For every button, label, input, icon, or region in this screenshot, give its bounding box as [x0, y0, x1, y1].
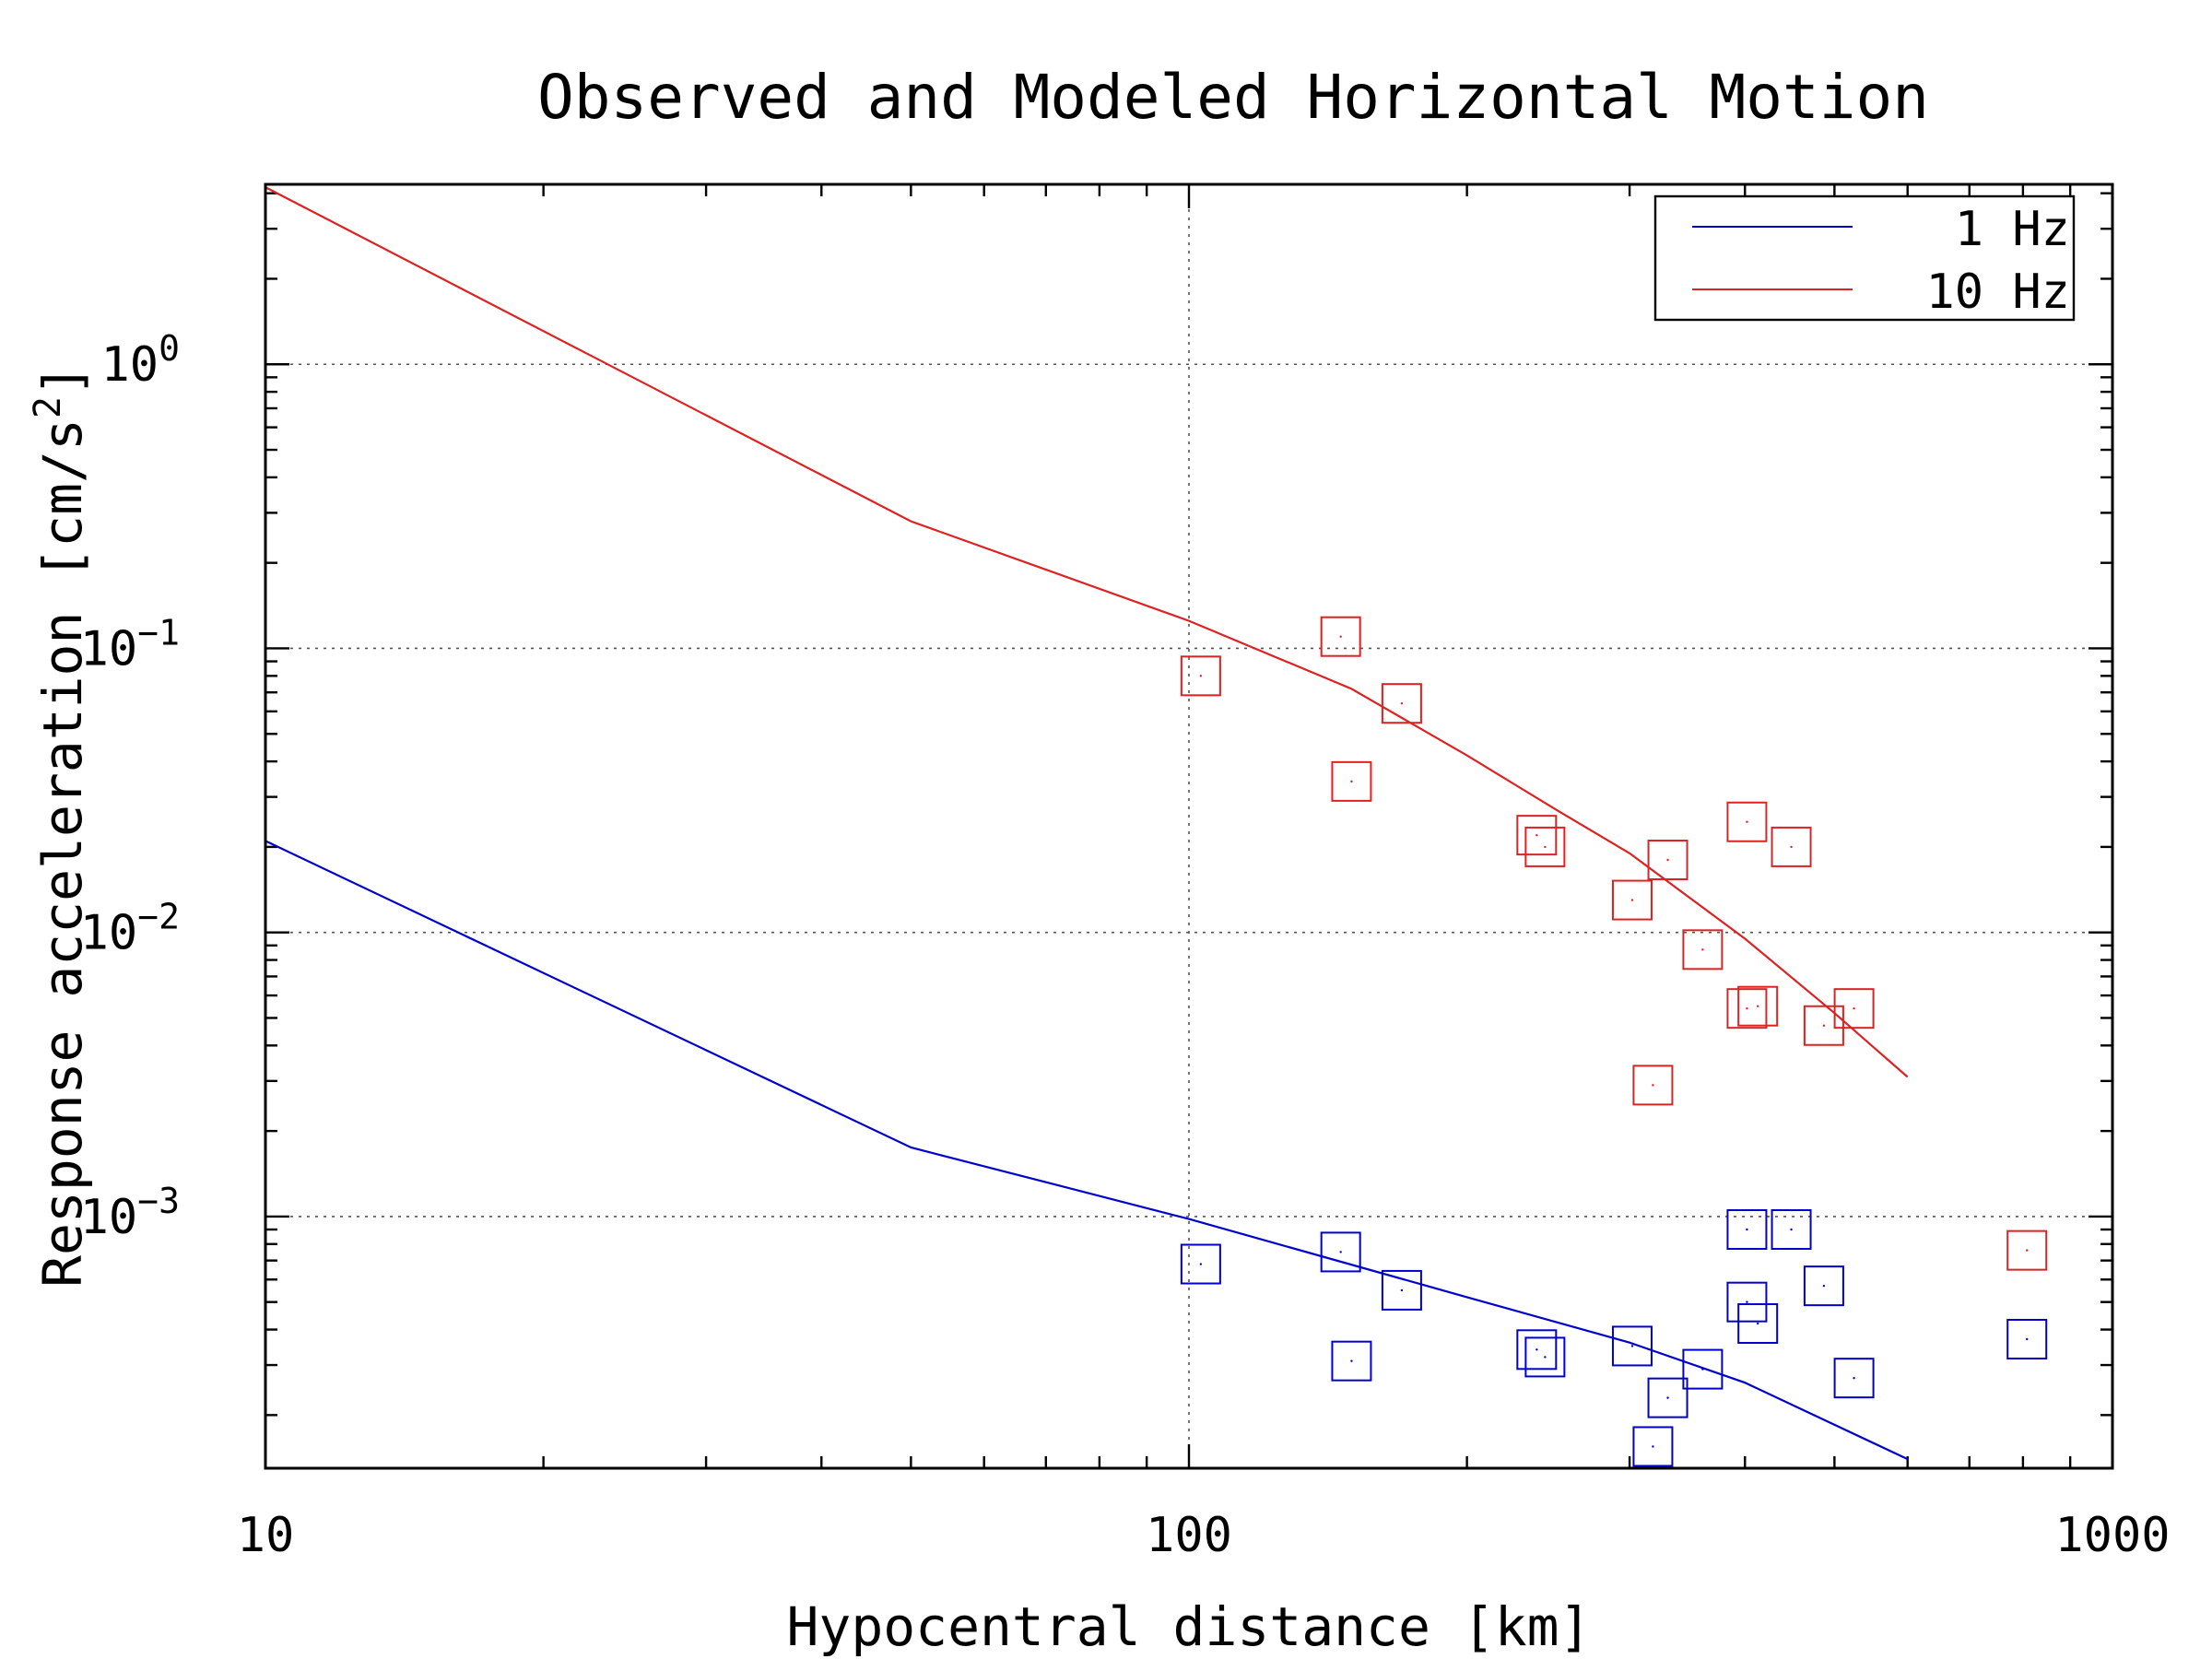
observed-point-dot-1hz — [1199, 1263, 1203, 1265]
observed-point-1hz — [1381, 1269, 1422, 1311]
observed-point-dot-10hz — [1746, 1006, 1748, 1010]
observed-point-dot-10hz — [1630, 899, 1634, 901]
observed-point-10hz — [1726, 988, 1768, 1030]
observed-point-1hz — [1803, 1265, 1844, 1307]
observed-point-10hz — [1320, 616, 1361, 657]
observed-point-dot-1hz — [1822, 1284, 1826, 1288]
observed-point-dot-1hz — [1652, 1445, 1654, 1448]
observed-point-1hz — [1833, 1358, 1875, 1399]
x-tick-label: 10 — [237, 1508, 295, 1563]
x-tick-label: 100 — [1146, 1508, 1232, 1563]
observed-point-1hz — [1524, 1336, 1566, 1378]
observed-point-dot-1hz — [1400, 1288, 1404, 1292]
observed-point-1hz — [1331, 1340, 1372, 1382]
observed-point-1hz — [1632, 1426, 1674, 1467]
observed-point-dot-10hz — [1339, 635, 1342, 638]
observed-point-10hz — [1771, 826, 1812, 867]
observed-point-dot-10hz — [1756, 1005, 1759, 1007]
observed-point-dot-1hz — [1790, 1228, 1793, 1231]
observed-point-dot-1hz — [1630, 1345, 1634, 1347]
observed-point-10hz — [1524, 826, 1566, 867]
y-axis-label: Response acceleration [cm/s2] — [27, 364, 94, 1288]
observed-point-1hz — [1737, 1303, 1779, 1345]
observed-point-10hz — [1682, 929, 1724, 971]
observed-point-dot-10hz — [1535, 833, 1538, 837]
observed-point-dot-1hz — [1746, 1228, 1748, 1231]
observed-point-10hz — [1726, 801, 1768, 842]
observed-point-10hz — [1516, 815, 1558, 856]
observed-point-dot-10hz — [1666, 858, 1669, 862]
observed-point-dot-10hz — [1199, 675, 1203, 677]
observed-point-1hz — [1771, 1209, 1812, 1251]
observed-point-10hz — [1180, 655, 1221, 697]
observed-point-10hz — [1331, 760, 1372, 802]
observed-point-10hz — [1647, 840, 1688, 881]
observed-point-dot-10hz — [1701, 948, 1704, 951]
observed-point-10hz — [1611, 879, 1653, 921]
observed-point-10hz — [1632, 1065, 1674, 1106]
observed-point-dot-1hz — [1350, 1359, 1353, 1362]
observed-point-dot-10hz — [1652, 1084, 1654, 1087]
observed-point-dot-1hz — [1339, 1251, 1342, 1253]
series-layer — [265, 186, 2048, 1467]
observed-point-dot-10hz — [1746, 820, 1748, 823]
observed-point-1hz — [1611, 1325, 1653, 1367]
observed-point-dot-10hz — [1400, 702, 1404, 705]
observed-point-dot-1hz — [1756, 1322, 1759, 1325]
plot-frame — [264, 182, 2114, 1470]
observed-point-1hz — [1726, 1209, 1768, 1251]
observed-point-1hz — [1180, 1243, 1221, 1285]
legend-box — [1653, 194, 2076, 322]
legend-label-10hz: 10 Hz — [1925, 265, 2070, 320]
observed-point-dot-1hz — [1853, 1376, 1855, 1380]
x-tick-labels: 10 100 1000 — [237, 1508, 2171, 1563]
observed-point-dot-10hz — [2026, 1249, 2029, 1252]
model-line-10hz — [265, 186, 1909, 1078]
observed-point-10hz — [1803, 1005, 1844, 1046]
observed-point-1hz — [1516, 1329, 1558, 1371]
y-tick-label: 10−2 — [80, 897, 180, 961]
observed-point-dot-1hz — [1701, 1368, 1704, 1371]
y-tick-labels: 100 10−1 10−2 10−3 — [80, 328, 180, 1245]
model-line-1hz — [265, 840, 1909, 1461]
observed-point-1hz — [1647, 1377, 1688, 1418]
legend: 1 Hz 10 Hz — [1653, 194, 2076, 322]
observed-point-10hz — [1381, 683, 1422, 724]
observed-point-10hz — [1833, 988, 1875, 1030]
y-tick-label: 10−3 — [80, 1181, 180, 1245]
y-axis-label-sup: 2 — [27, 396, 69, 418]
chart-title: Observed and Modeled Horizontal Motion — [537, 62, 1929, 133]
observed-point-dot-10hz — [1853, 1006, 1855, 1010]
y-axis-label-main: Response acceleration [cm/s — [31, 418, 94, 1288]
observed-point-10hz — [2006, 1230, 2048, 1271]
observed-point-dot-10hz — [1350, 780, 1353, 783]
observed-point-1hz — [1726, 1281, 1768, 1323]
y-tick-label: 100 — [100, 328, 180, 393]
y-tick-label: 10−1 — [80, 612, 180, 677]
observed-point-1hz — [2006, 1318, 2048, 1359]
legend-label-1hz: 1 Hz — [1955, 202, 2070, 257]
y-axis-label-close: ] — [31, 364, 94, 396]
observed-point-dot-1hz — [1535, 1348, 1538, 1351]
ticks-layer — [264, 184, 2112, 1468]
x-tick-label: 1000 — [2054, 1508, 2170, 1563]
observed-point-dot-1hz — [2026, 1337, 2029, 1341]
observed-point-dot-1hz — [1544, 1356, 1547, 1359]
observed-point-dot-10hz — [1822, 1024, 1826, 1027]
series-10hz — [265, 186, 2048, 1271]
observed-point-dot-10hz — [1790, 845, 1793, 849]
x-axis-label: Hypocentral distance [km] — [787, 1595, 1592, 1658]
observed-point-dot-1hz — [1746, 1300, 1748, 1303]
observed-point-10hz — [1737, 985, 1779, 1027]
series-1hz — [265, 840, 2048, 1467]
observed-point-1hz — [1682, 1348, 1724, 1390]
observed-point-dot-1hz — [1666, 1396, 1669, 1399]
grid-layer — [265, 184, 2112, 1468]
observed-point-1hz — [1320, 1231, 1361, 1273]
observed-point-dot-10hz — [1544, 845, 1547, 849]
